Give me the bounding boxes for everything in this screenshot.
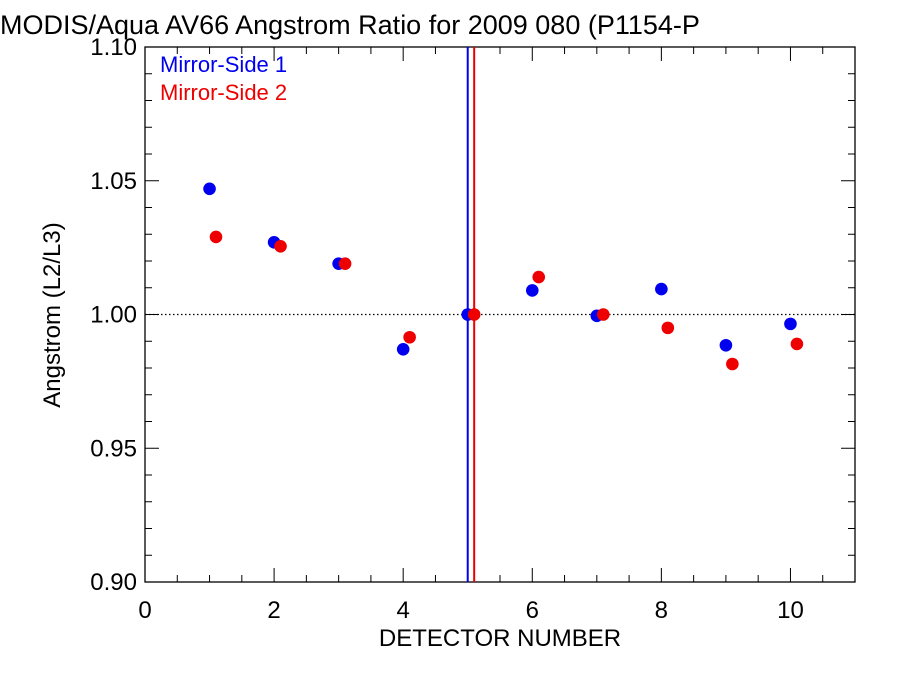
legend-series-1: Mirror-Side 1 bbox=[160, 52, 287, 77]
x-tick-label: 8 bbox=[655, 597, 668, 624]
series-1-point bbox=[396, 342, 410, 356]
data-points bbox=[203, 182, 804, 371]
tick-labels: 0 2 4 6 8 10 0.90 0.95 1.00 1.05 1.10 bbox=[90, 34, 804, 624]
series-2-point bbox=[726, 357, 739, 371]
chart-title: MODIS/Aqua AV66 Angstrom Ratio for 2009 … bbox=[0, 10, 700, 40]
series-2-point bbox=[661, 321, 675, 335]
series-2-point bbox=[403, 330, 416, 344]
series-2-point bbox=[338, 257, 352, 270]
series-1-point bbox=[719, 338, 733, 352]
series-2-point bbox=[274, 239, 287, 253]
x-axis-label: DETECTOR NUMBER bbox=[379, 625, 621, 652]
axis-ticks bbox=[144, 46, 856, 583]
x-tick-label: 10 bbox=[777, 597, 804, 624]
series-2-point bbox=[790, 337, 804, 351]
series-1-point bbox=[525, 284, 539, 297]
y-tick-label: 0.95 bbox=[90, 435, 137, 462]
x-tick-label: 2 bbox=[267, 597, 280, 624]
x-tick-label: 4 bbox=[397, 597, 410, 624]
y-tick-label: 1.00 bbox=[90, 302, 137, 329]
y-tick-label: 0.90 bbox=[90, 569, 137, 596]
x-tick-label: 0 bbox=[138, 597, 151, 624]
series-2-point bbox=[596, 308, 610, 321]
plot-area bbox=[144, 46, 856, 583]
series-2-point bbox=[532, 270, 546, 284]
series-2-point bbox=[467, 308, 481, 321]
y-axis-label: Angstrom (L2/L3) bbox=[39, 222, 66, 407]
x-tick-label: 6 bbox=[526, 597, 539, 624]
series-2-point bbox=[209, 230, 223, 244]
legend-series-2: Mirror-Side 2 bbox=[160, 80, 287, 105]
series-1-point bbox=[784, 317, 797, 331]
y-tick-label: 1.05 bbox=[90, 168, 137, 195]
series-1-point bbox=[655, 282, 668, 296]
series-1-point bbox=[203, 182, 216, 196]
plot-frame bbox=[144, 46, 856, 583]
reference-lines bbox=[145, 47, 855, 582]
y-tick-label: 1.10 bbox=[90, 34, 137, 61]
